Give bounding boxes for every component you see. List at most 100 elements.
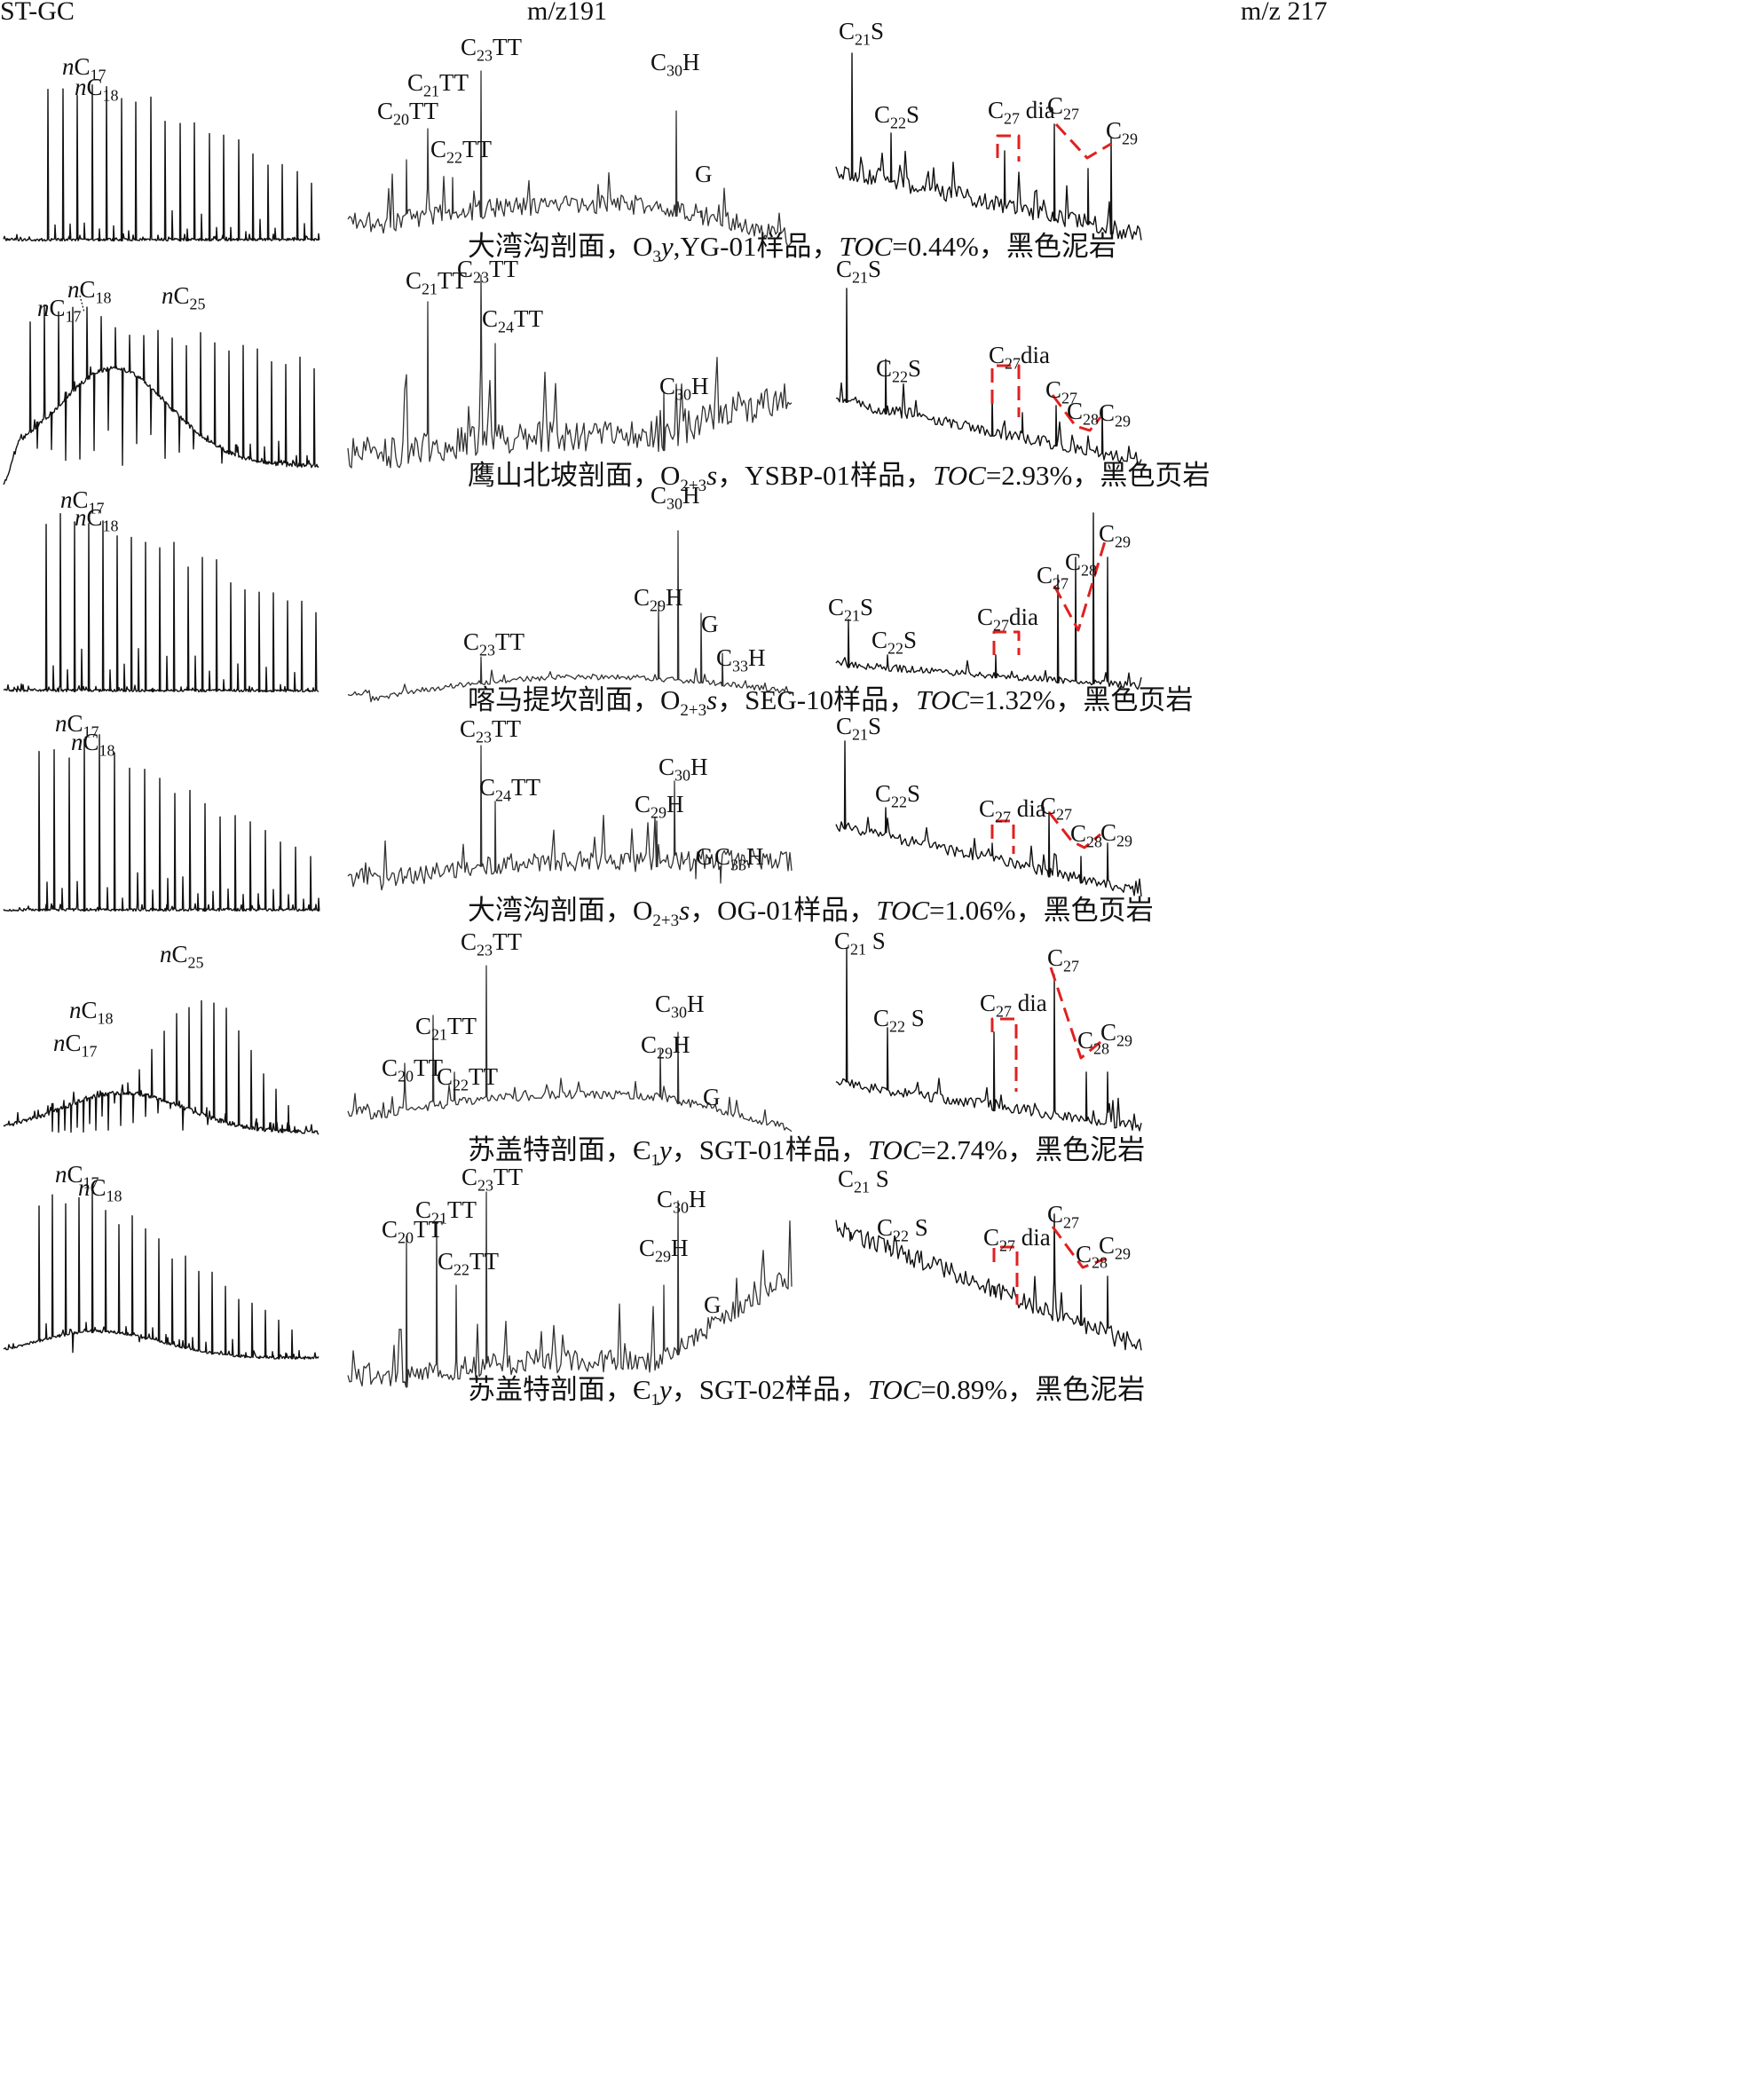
peak-label-c27-dia-12-3: C27 dia (979, 795, 1046, 826)
gc-trace-2 (3, 304, 319, 486)
peak-label-c23tt-17-4: C23TT (461, 1164, 524, 1195)
gc-trace-4 (3, 734, 320, 912)
peak-label-c30h-5-4: C30H (659, 373, 709, 404)
peak-label-g-17-7: G (704, 1291, 722, 1318)
mz217-line-2 (835, 288, 1142, 465)
mz217-dia-box-5 (990, 1017, 1018, 1092)
peak-label-c21-s-15-1: C21 S (834, 928, 886, 959)
peak-label-c22-s-15-2: C22 S (873, 1005, 925, 1036)
peak-label-c27-12-4: C27 (1040, 793, 1073, 824)
gc-line-6 (3, 1188, 319, 1360)
peak-label-nc18-16-2: nC18 (78, 1174, 122, 1205)
peak-label-c27-3-4: C27 (1047, 92, 1080, 123)
peak-label-nc18-13-2: nC18 (69, 997, 114, 1028)
mz191-line-3 (347, 530, 793, 703)
mz217-trace-6 (835, 1213, 1142, 1351)
peak-label-c22s-6-2: C22S (876, 355, 922, 386)
mz217-dia-box-6 (992, 1245, 1019, 1305)
mz217-line-6 (835, 1213, 1142, 1351)
mz217-dia-box-3 (992, 630, 1021, 655)
peak-label-c21tt-14-2: C21TT (415, 1013, 477, 1044)
mz191-trace-3 (347, 530, 793, 703)
peak-label-c27dia-6-3: C27dia (989, 342, 1051, 373)
peak-label-c21tt-5-1: C21TT (406, 267, 468, 298)
mz217-sterane-v-2 (1051, 394, 1102, 432)
mz217-trace-4 (835, 740, 1142, 896)
mz217-sterane-v-6 (1051, 1226, 1107, 1269)
mz217-trace-1 (835, 52, 1142, 241)
peak-label-c22-s-18-2: C22 S (877, 1214, 928, 1245)
gc-trace-5 (3, 999, 319, 1135)
peak-label-c21s-3-1: C21S (839, 18, 885, 49)
peak-label-c33h-11-6: C33H (714, 843, 764, 874)
mz217-line-4 (835, 740, 1142, 896)
peak-label-c30h-8-1: C30H (651, 482, 700, 513)
peak-label-c27-15-4: C27 (1047, 944, 1080, 975)
mz191-trace-1 (347, 70, 793, 248)
peak-label-c30h-17-5: C30H (657, 1186, 706, 1217)
mz217-dia-box-4 (990, 819, 1015, 854)
col-header-st-gc: ST-GC (0, 0, 75, 26)
gc-line-4 (3, 734, 320, 912)
peak-label-c29-9-6: C29 (1099, 520, 1132, 551)
peak-label-c22s-12-2: C22S (875, 780, 921, 811)
mz217-line-1 (835, 52, 1142, 241)
peak-label-c29-3-5: C29 (1106, 117, 1139, 148)
peak-label-c22s-3-2: C22S (874, 101, 920, 132)
peak-label-c23tt-2-4: C23TT (461, 34, 523, 65)
mz217-sterane-v-4 (1047, 811, 1101, 849)
mz191-line-2 (347, 274, 793, 469)
peak-label-c22tt-2-3: C22TT (430, 136, 493, 167)
mz217-trace-5 (835, 947, 1142, 1132)
peak-label-c28-15-5: C28 (1077, 1027, 1110, 1058)
peak-label-nc25-4-3: nC25 (162, 282, 206, 313)
peak-label-c24tt-5-3: C24TT (482, 305, 544, 336)
peak-label-c27-dia-15-3: C27 dia (980, 990, 1047, 1021)
peak-label-c29-12-6: C29 (1100, 819, 1133, 850)
peak-label-nc18-4-2: nC18 (67, 276, 112, 307)
peak-label-c28-12-5: C28 (1070, 820, 1103, 851)
peak-label-g-14-7: G (703, 1084, 721, 1110)
peak-label-c27dia-9-3: C27dia (977, 604, 1039, 635)
mz191-trace-4 (347, 745, 793, 891)
peak-label-c27-dia-18-3: C27 dia (983, 1224, 1051, 1255)
peak-label-c21s-6-1: C21S (836, 256, 882, 287)
peak-label-nc17-1-1: nC17 (62, 53, 106, 84)
peak-label-c23tt-11-1: C23TT (460, 715, 522, 746)
peak-label-c21s-12-1: C21S (836, 713, 882, 744)
peak-label-c30h-14-6: C30H (655, 991, 705, 1022)
peak-label-nc18-7-2: nC18 (75, 504, 119, 535)
peak-label-c21tt-2-2: C21TT (407, 69, 469, 100)
mz217-line-3 (835, 512, 1142, 691)
mz191-trace-5 (347, 965, 793, 1133)
sample-caption-6: 苏盖特剖面，Є1y，SGT-02样品，TOC=0.89%，黑色泥岩 (468, 1374, 1146, 1410)
gc-trace-1 (3, 84, 320, 242)
peak-label-nc17-7-1: nC17 (60, 486, 105, 517)
peak-label-nc25-13-3: nC25 (160, 941, 204, 972)
gc-trace-6 (3, 1188, 319, 1360)
peak-label-c21s-9-1: C21S (828, 594, 874, 625)
mz191-line-4 (347, 745, 793, 891)
peak-label-c23tt-5-2: C23TT (457, 256, 519, 287)
mz191-line-1 (347, 70, 793, 248)
peak-label-c30h-2-5: C30H (651, 49, 700, 80)
mz191-line-5 (347, 965, 793, 1133)
gc-line-1 (3, 84, 320, 242)
peak-label-c28-9-5: C28 (1065, 549, 1098, 580)
sample-caption-1: 大湾沟剖面，O3y,YG-01样品，TOC=0.44%，黑色泥岩 (468, 231, 1116, 267)
peak-label-c27-dia-3-3: C27 dia (988, 97, 1055, 128)
peak-label-c30h-11-3: C30H (659, 754, 708, 785)
gc-trace-3 (3, 513, 319, 693)
peak-label-c29-6-6: C29 (1099, 399, 1132, 430)
col-header-mz191: m/z191 (527, 0, 607, 26)
peak-label-nc17-16-1: nC17 (55, 1161, 99, 1192)
peak-label-c27-18-4: C27 (1047, 1201, 1080, 1232)
peak-label-c29h-17-6: C29H (639, 1235, 689, 1266)
peak-label-nc17-13-1: nC17 (53, 1030, 98, 1061)
peak-label-g-8-3: G (701, 611, 719, 637)
mz217-dia-box-2 (990, 364, 1021, 417)
peak-label-nc18-10-2: nC18 (71, 729, 115, 760)
sample-caption-5: 苏盖特剖面，Є1y，SGT-01样品，TOC=2.74%，黑色泥岩 (468, 1134, 1146, 1171)
